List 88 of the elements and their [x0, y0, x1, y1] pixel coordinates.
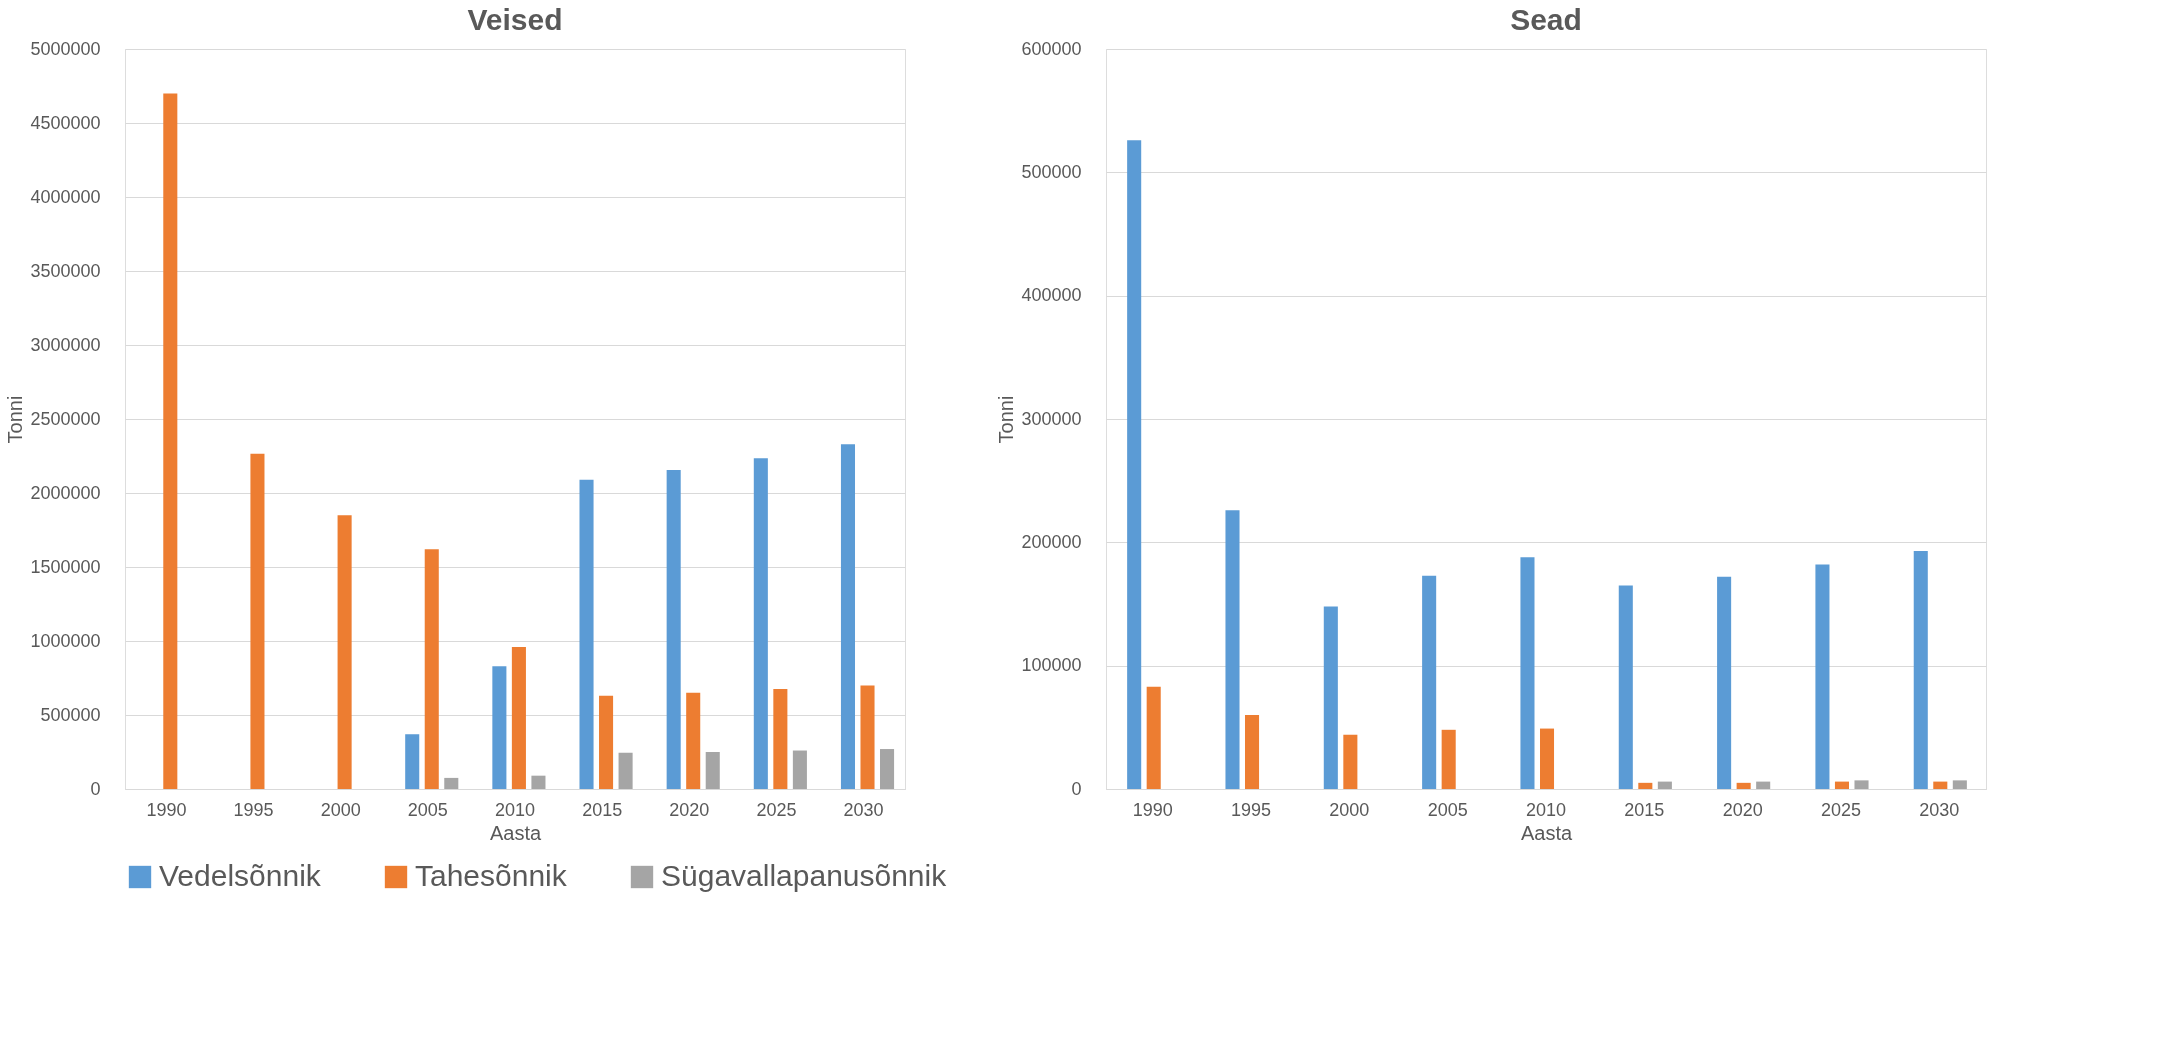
bar: [840, 444, 856, 789]
bar: [1422, 575, 1437, 789]
y-tick-label: 400000: [1021, 285, 1082, 306]
bar: [618, 752, 633, 789]
y-tick-label: 5000000: [30, 38, 101, 59]
bar: [1756, 781, 1771, 789]
bar: [666, 470, 681, 789]
x-tick-label: 1995: [233, 799, 274, 820]
x-tick-label: 2030: [843, 799, 884, 820]
bar: [579, 479, 594, 789]
legend-label: Sügavallapanusõnnik: [661, 859, 948, 892]
x-tick-label: 1995: [1231, 799, 1272, 820]
x-tick-label: 2000: [320, 799, 361, 820]
y-tick-label: 3500000: [30, 260, 101, 281]
chart-title: Veised: [467, 3, 563, 36]
bar: [1127, 140, 1142, 789]
bar: [1441, 729, 1456, 789]
bar: [880, 749, 895, 789]
bar: [531, 775, 546, 789]
bar: [1854, 780, 1869, 789]
y-tick-label: 100000: [1021, 655, 1082, 676]
y-axis-title: Tonni: [4, 395, 27, 444]
x-tick-label: 2000: [1329, 799, 1370, 820]
x-tick-label: 2025: [1820, 799, 1861, 820]
bar: [1834, 781, 1850, 789]
bar: [753, 458, 768, 789]
x-axis-title: Aasta: [1520, 821, 1573, 844]
bar: [444, 777, 459, 789]
bar: [1657, 781, 1672, 789]
x-tick-label: 1990: [146, 799, 187, 820]
x-axis-title: Aasta: [489, 821, 542, 844]
bar: [1520, 557, 1535, 789]
x-tick-label: 2015: [582, 799, 623, 820]
bar: [1323, 606, 1338, 789]
legend-label: Tahesõnnik: [415, 859, 568, 892]
bar: [1146, 686, 1161, 789]
bar: [792, 750, 807, 789]
bar: [405, 734, 420, 789]
y-tick-label: 200000: [1021, 531, 1082, 552]
bar: [686, 692, 701, 789]
bar: [1736, 782, 1751, 789]
y-tick-label: 4500000: [30, 112, 101, 133]
x-tick-label: 2020: [669, 799, 710, 820]
y-tick-label: 0: [90, 778, 101, 799]
bar: [860, 685, 875, 789]
bar: [492, 666, 507, 789]
bar: [1717, 576, 1732, 789]
bar: [424, 549, 439, 789]
y-tick-label: 0: [1071, 778, 1082, 799]
y-tick-label: 600000: [1021, 38, 1082, 59]
bar: [1952, 780, 1967, 789]
x-tick-label: 2005: [407, 799, 448, 820]
bar: [599, 695, 614, 789]
y-tick-label: 1000000: [30, 630, 101, 651]
bar: [1343, 734, 1358, 789]
bar: [1933, 781, 1948, 789]
y-tick-label: 4000000: [30, 186, 101, 207]
y-axis-title: Tonni: [995, 395, 1018, 444]
y-tick-label: 2000000: [30, 482, 101, 503]
bar: [773, 689, 788, 789]
bar: [511, 646, 526, 789]
y-tick-label: 3000000: [30, 334, 101, 355]
bar: [250, 453, 265, 789]
bar: [705, 752, 720, 789]
y-tick-label: 500000: [1021, 161, 1082, 182]
x-tick-label: 2015: [1624, 799, 1665, 820]
x-tick-label: 2010: [494, 799, 536, 820]
bar: [163, 93, 178, 789]
legend-label: Vedelsõnnik: [159, 859, 322, 892]
bar: [1245, 715, 1260, 789]
y-tick-label: 1500000: [30, 556, 101, 577]
y-tick-label: 300000: [1021, 408, 1082, 429]
bar: [1815, 564, 1830, 789]
x-tick-label: 2005: [1427, 799, 1468, 820]
y-tick-label: 500000: [40, 704, 101, 725]
x-tick-label: 2030: [1919, 799, 1960, 820]
x-tick-label: 2020: [1722, 799, 1763, 820]
chart-title: Sead: [1510, 3, 1582, 36]
y-tick-label: 2500000: [30, 408, 101, 429]
bar: [1913, 550, 1928, 789]
bar: [1618, 585, 1633, 789]
bar: [1638, 782, 1653, 789]
x-tick-label: 1990: [1132, 799, 1173, 820]
x-tick-label: 2025: [756, 799, 797, 820]
x-tick-label: 2010: [1525, 799, 1567, 820]
bar: [1225, 510, 1240, 789]
bar: [337, 515, 352, 789]
bar: [1539, 728, 1555, 789]
